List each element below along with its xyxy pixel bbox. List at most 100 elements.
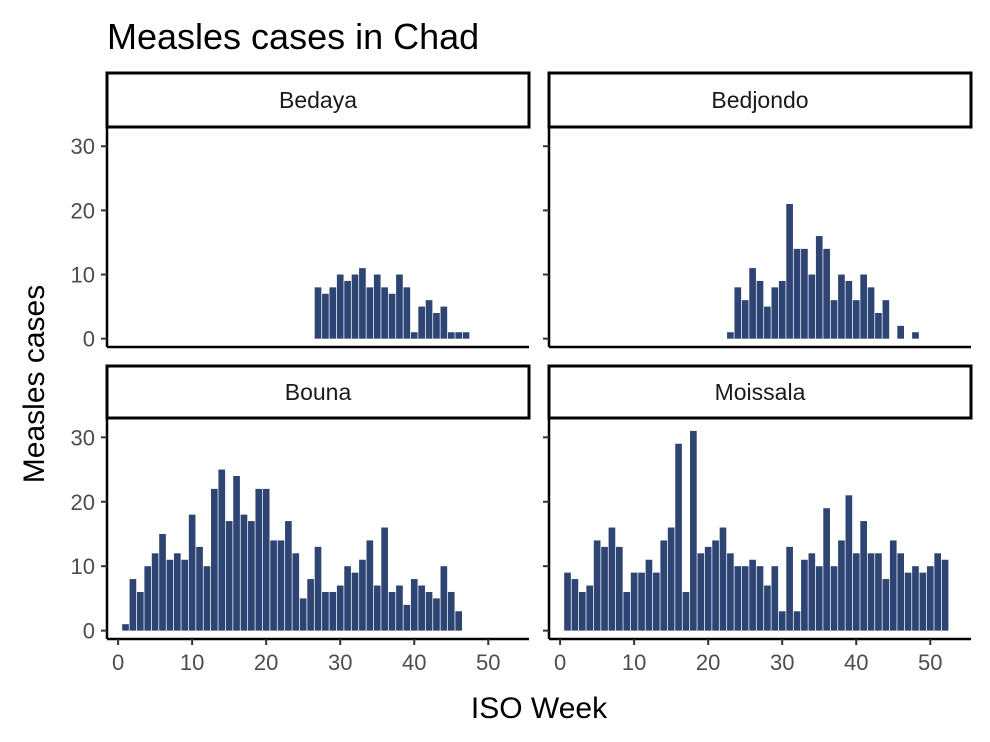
bar [756, 280, 764, 339]
bar [396, 274, 403, 339]
bar [630, 572, 638, 631]
bar [181, 559, 189, 631]
bar [704, 546, 712, 631]
bar [875, 553, 882, 631]
bar [381, 287, 388, 339]
bar [860, 521, 867, 631]
x-tick-label: 0 [554, 650, 566, 675]
bar [860, 274, 867, 339]
bar [786, 203, 793, 339]
bar [433, 313, 440, 339]
bar [734, 287, 742, 339]
bar [808, 553, 816, 631]
bar [838, 274, 845, 339]
bar [667, 527, 675, 631]
bar [727, 553, 734, 631]
bar [682, 591, 690, 631]
bar [778, 611, 786, 631]
bar [727, 332, 734, 339]
bar [396, 585, 403, 631]
bar [830, 566, 838, 631]
bar [897, 553, 904, 631]
bar [697, 553, 705, 631]
x-tick-label: 10 [622, 650, 646, 675]
bar [166, 559, 174, 631]
x-tick-label: 40 [402, 650, 426, 675]
y-tick-label: 20 [71, 490, 95, 515]
bar [653, 572, 660, 631]
bar [793, 611, 801, 631]
bar [136, 591, 144, 631]
facet-strip-label: Bedjondo [711, 87, 808, 113]
bar [867, 287, 875, 339]
y-tick-label: 30 [71, 425, 95, 450]
x-tick-label: 50 [918, 650, 942, 675]
facet-strip [105, 364, 531, 420]
x-axis-title: ISO Week [471, 692, 608, 725]
bar [934, 553, 942, 631]
bar [564, 572, 571, 631]
bar [586, 585, 594, 631]
bar [248, 521, 255, 631]
bar [433, 598, 440, 631]
bar [388, 293, 396, 339]
panel-moissala: Moissala 0 10 20 30 40 50 [543, 364, 973, 675]
bar [645, 559, 653, 631]
bar [660, 540, 668, 631]
bar [447, 591, 455, 631]
bar [815, 236, 823, 339]
bar [941, 559, 949, 631]
bar [403, 604, 411, 631]
y-tick-label: 20 [71, 198, 95, 223]
bar [285, 521, 292, 631]
bar [240, 514, 248, 631]
bar [904, 572, 912, 631]
bar [373, 274, 381, 339]
panel-bedaya: Bedaya 0 10 20 30 [71, 71, 531, 352]
bar [882, 579, 890, 631]
x-tick-label: 0 [112, 650, 124, 675]
facet-strip [105, 71, 531, 129]
bar [852, 300, 860, 339]
bar [425, 591, 433, 631]
x-tick-label: 40 [844, 650, 868, 675]
y-tick-label: 10 [71, 263, 95, 288]
x-tick-label: 20 [696, 650, 720, 675]
bar [447, 332, 455, 339]
bar [764, 585, 771, 631]
bar [815, 566, 823, 631]
bar [299, 598, 307, 631]
bar [801, 559, 808, 631]
bar [756, 566, 764, 631]
bar [381, 527, 388, 631]
bar [418, 306, 425, 339]
bar [262, 488, 270, 631]
bar [455, 332, 462, 339]
bar [233, 475, 240, 631]
bar [838, 540, 845, 631]
bar [690, 430, 697, 631]
bar [359, 268, 366, 339]
x-tick-label: 30 [770, 650, 794, 675]
bar [919, 572, 927, 631]
bar [403, 287, 411, 339]
bar [571, 579, 579, 631]
bar [277, 540, 285, 631]
bar [771, 566, 779, 631]
bar [196, 546, 203, 631]
bar [608, 527, 616, 631]
bar [616, 546, 623, 631]
bar [425, 300, 433, 339]
bar [122, 624, 129, 631]
facet-strip [547, 364, 973, 420]
bar [329, 591, 337, 631]
bar [455, 611, 462, 631]
bar [174, 553, 181, 631]
bar [440, 566, 448, 631]
bar [314, 287, 322, 339]
bar [786, 546, 793, 631]
bar [823, 248, 830, 339]
bar [801, 248, 808, 339]
bar [912, 332, 919, 339]
bar [778, 280, 786, 339]
